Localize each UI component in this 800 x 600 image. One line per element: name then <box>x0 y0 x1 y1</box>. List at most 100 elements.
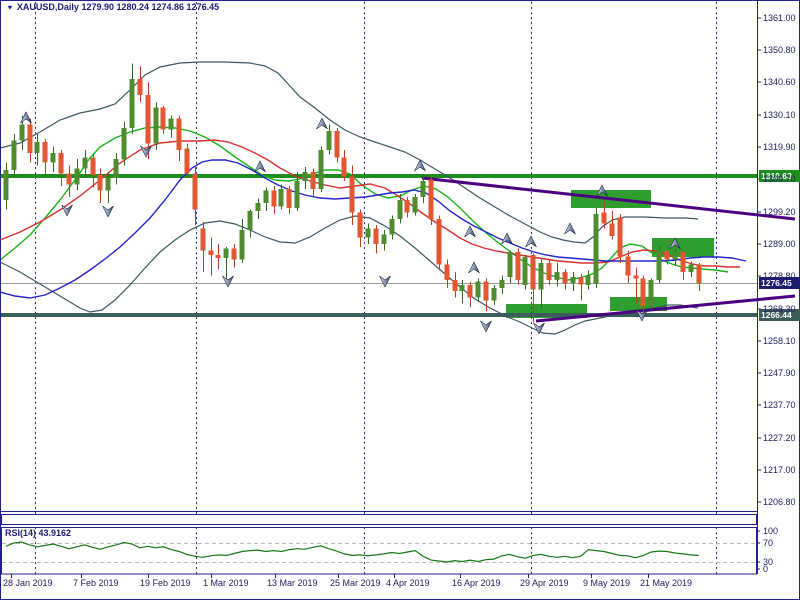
bull-candle[interactable] <box>538 262 544 290</box>
bull-candle[interactable] <box>263 190 269 204</box>
bear-candle[interactable] <box>696 264 702 284</box>
bull-candle[interactable] <box>239 229 245 260</box>
bear-candle[interactable] <box>137 79 143 95</box>
bear-candle[interactable] <box>231 248 237 260</box>
up-arrow-marker[interactable] <box>501 232 513 245</box>
bear-candle[interactable] <box>97 174 103 191</box>
bull-candle[interactable] <box>11 140 17 171</box>
bull-candle[interactable] <box>318 149 324 189</box>
bull-candle[interactable] <box>247 211 253 230</box>
bull-candle[interactable] <box>153 107 159 144</box>
up-arrow-marker[interactable] <box>525 235 537 248</box>
up-arrow-marker[interactable] <box>468 261 480 274</box>
bear-candle[interactable] <box>349 176 355 213</box>
bear-candle[interactable] <box>609 223 615 237</box>
bear-candle[interactable] <box>192 173 198 210</box>
down-arrow-marker[interactable] <box>480 320 492 333</box>
up-arrow-marker[interactable] <box>414 159 426 172</box>
bull-candle[interactable] <box>113 159 119 178</box>
bull-candle[interactable] <box>168 118 174 130</box>
bear-candle[interactable] <box>664 250 670 260</box>
bear-candle[interactable] <box>286 189 292 208</box>
bear-candle[interactable] <box>357 212 363 238</box>
bear-candle[interactable] <box>160 107 166 130</box>
bull-candle[interactable] <box>19 124 25 141</box>
bear-candle[interactable] <box>176 118 182 150</box>
pane-splitter[interactable] <box>1 514 757 525</box>
bull-candle[interactable] <box>105 178 111 191</box>
bull-candle[interactable] <box>499 280 505 288</box>
bull-candle[interactable] <box>412 196 418 213</box>
bear-candle[interactable] <box>530 255 536 290</box>
bear-candle[interactable] <box>271 190 277 207</box>
bear-candle[interactable] <box>200 228 206 251</box>
up-arrow-marker[interactable] <box>316 117 328 130</box>
bull-candle[interactable] <box>82 157 88 169</box>
bear-candle[interactable] <box>633 275 639 279</box>
bear-candle[interactable] <box>42 142 48 163</box>
bear-candle[interactable] <box>66 173 72 185</box>
bull-candle[interactable] <box>255 203 261 211</box>
bear-candle[interactable] <box>373 228 379 244</box>
bull-candle[interactable] <box>585 275 591 285</box>
bear-candle[interactable] <box>625 256 631 276</box>
bull-candle[interactable] <box>397 200 403 219</box>
up-arrow-marker[interactable] <box>564 222 576 235</box>
bear-candle[interactable] <box>483 281 489 301</box>
bull-candle[interactable] <box>326 131 332 150</box>
down-arrow-marker[interactable] <box>140 145 152 158</box>
bull-candle[interactable] <box>420 181 426 197</box>
bull-candle[interactable] <box>389 218 395 235</box>
bear-candle[interactable] <box>444 264 450 281</box>
bear-candle[interactable] <box>601 212 607 224</box>
bull-candle[interactable] <box>278 189 284 207</box>
bear-candle[interactable] <box>58 153 64 174</box>
bear-candle[interactable] <box>578 276 584 285</box>
bear-candle[interactable] <box>515 251 521 280</box>
bull-candle[interactable] <box>475 281 481 298</box>
bull-candle[interactable] <box>491 287 497 301</box>
bear-candle[interactable] <box>640 278 646 307</box>
bull-candle[interactable] <box>34 142 40 153</box>
bull-candle[interactable] <box>381 234 387 244</box>
bear-candle[interactable] <box>90 157 96 175</box>
down-arrow-marker[interactable] <box>636 309 648 322</box>
bear-candle[interactable] <box>562 272 568 284</box>
up-arrow-marker[interactable] <box>596 184 608 197</box>
bull-candle[interactable] <box>459 284 465 292</box>
bear-candle[interactable] <box>617 217 623 257</box>
bull-candle[interactable] <box>294 181 300 208</box>
up-arrow-marker[interactable] <box>669 237 681 250</box>
bear-candle[interactable] <box>428 179 434 219</box>
bull-candle[interactable] <box>648 280 654 307</box>
bull-candle[interactable] <box>50 153 56 163</box>
down-arrow-marker[interactable] <box>533 322 545 335</box>
bull-candle[interactable] <box>3 170 9 200</box>
bull-candle[interactable] <box>121 127 127 160</box>
bear-candle[interactable] <box>341 157 347 177</box>
bear-candle[interactable] <box>27 124 33 153</box>
bull-candle[interactable] <box>223 248 229 259</box>
bear-candle[interactable] <box>310 171 316 190</box>
bear-candle[interactable] <box>208 250 214 255</box>
up-arrow-marker[interactable] <box>464 225 476 238</box>
bear-candle[interactable] <box>145 94 151 144</box>
up-arrow-marker[interactable] <box>254 160 266 173</box>
bull-candle[interactable] <box>554 272 560 280</box>
bear-candle[interactable] <box>436 218 442 265</box>
trendline[interactable] <box>421 176 796 221</box>
bull-candle[interactable] <box>593 214 599 284</box>
bear-candle[interactable] <box>404 200 410 213</box>
up-arrow-marker[interactable] <box>20 111 32 124</box>
down-arrow-marker[interactable] <box>379 275 391 288</box>
bull-candle[interactable] <box>672 251 678 260</box>
down-arrow-marker[interactable] <box>102 205 114 218</box>
bear-candle[interactable] <box>680 251 686 273</box>
symbol-dropdown-icon[interactable]: ▼ <box>6 3 14 12</box>
down-arrow-marker[interactable] <box>61 204 73 217</box>
trendline[interactable] <box>535 294 796 323</box>
bull-candle[interactable] <box>129 79 135 128</box>
bear-candle[interactable] <box>334 131 340 158</box>
bull-candle[interactable] <box>656 250 662 281</box>
